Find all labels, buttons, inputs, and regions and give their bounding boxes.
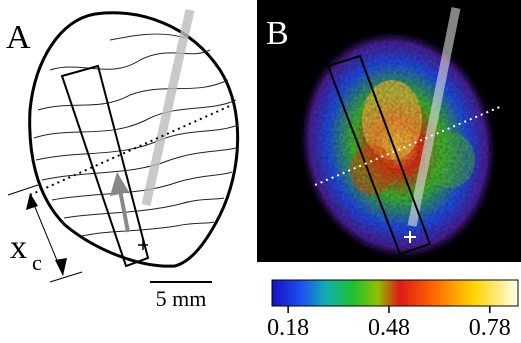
colorbar-tick-label: 0.18 [267,315,309,341]
xc-arrow-bottom [55,258,67,276]
colorbar: 0.18 0.48 0.78 [267,280,518,341]
panel-a: A x c 5 mm [6,10,238,311]
colorbar-gradient [272,280,518,306]
panel-b: B [257,0,521,281]
figure: A x c 5 mm B 0.18 0.48 0.78 [0,0,521,343]
probe-shadow [146,10,190,205]
panel-label: B [266,15,289,52]
xc-subscript: c [32,250,42,275]
panel-label: A [6,19,31,56]
colorbar-tick-label: 0.48 [368,315,410,341]
xc-symbol: x [10,229,27,266]
arrow-shaft [120,190,128,232]
scale-bar-label: 5 mm [156,286,207,311]
colorbar-tick-label: 0.78 [469,315,511,341]
outline [30,13,238,266]
xc-arrow-top [26,193,38,210]
roi-box [62,66,148,266]
dotted-line [30,105,232,195]
contours [34,34,238,236]
